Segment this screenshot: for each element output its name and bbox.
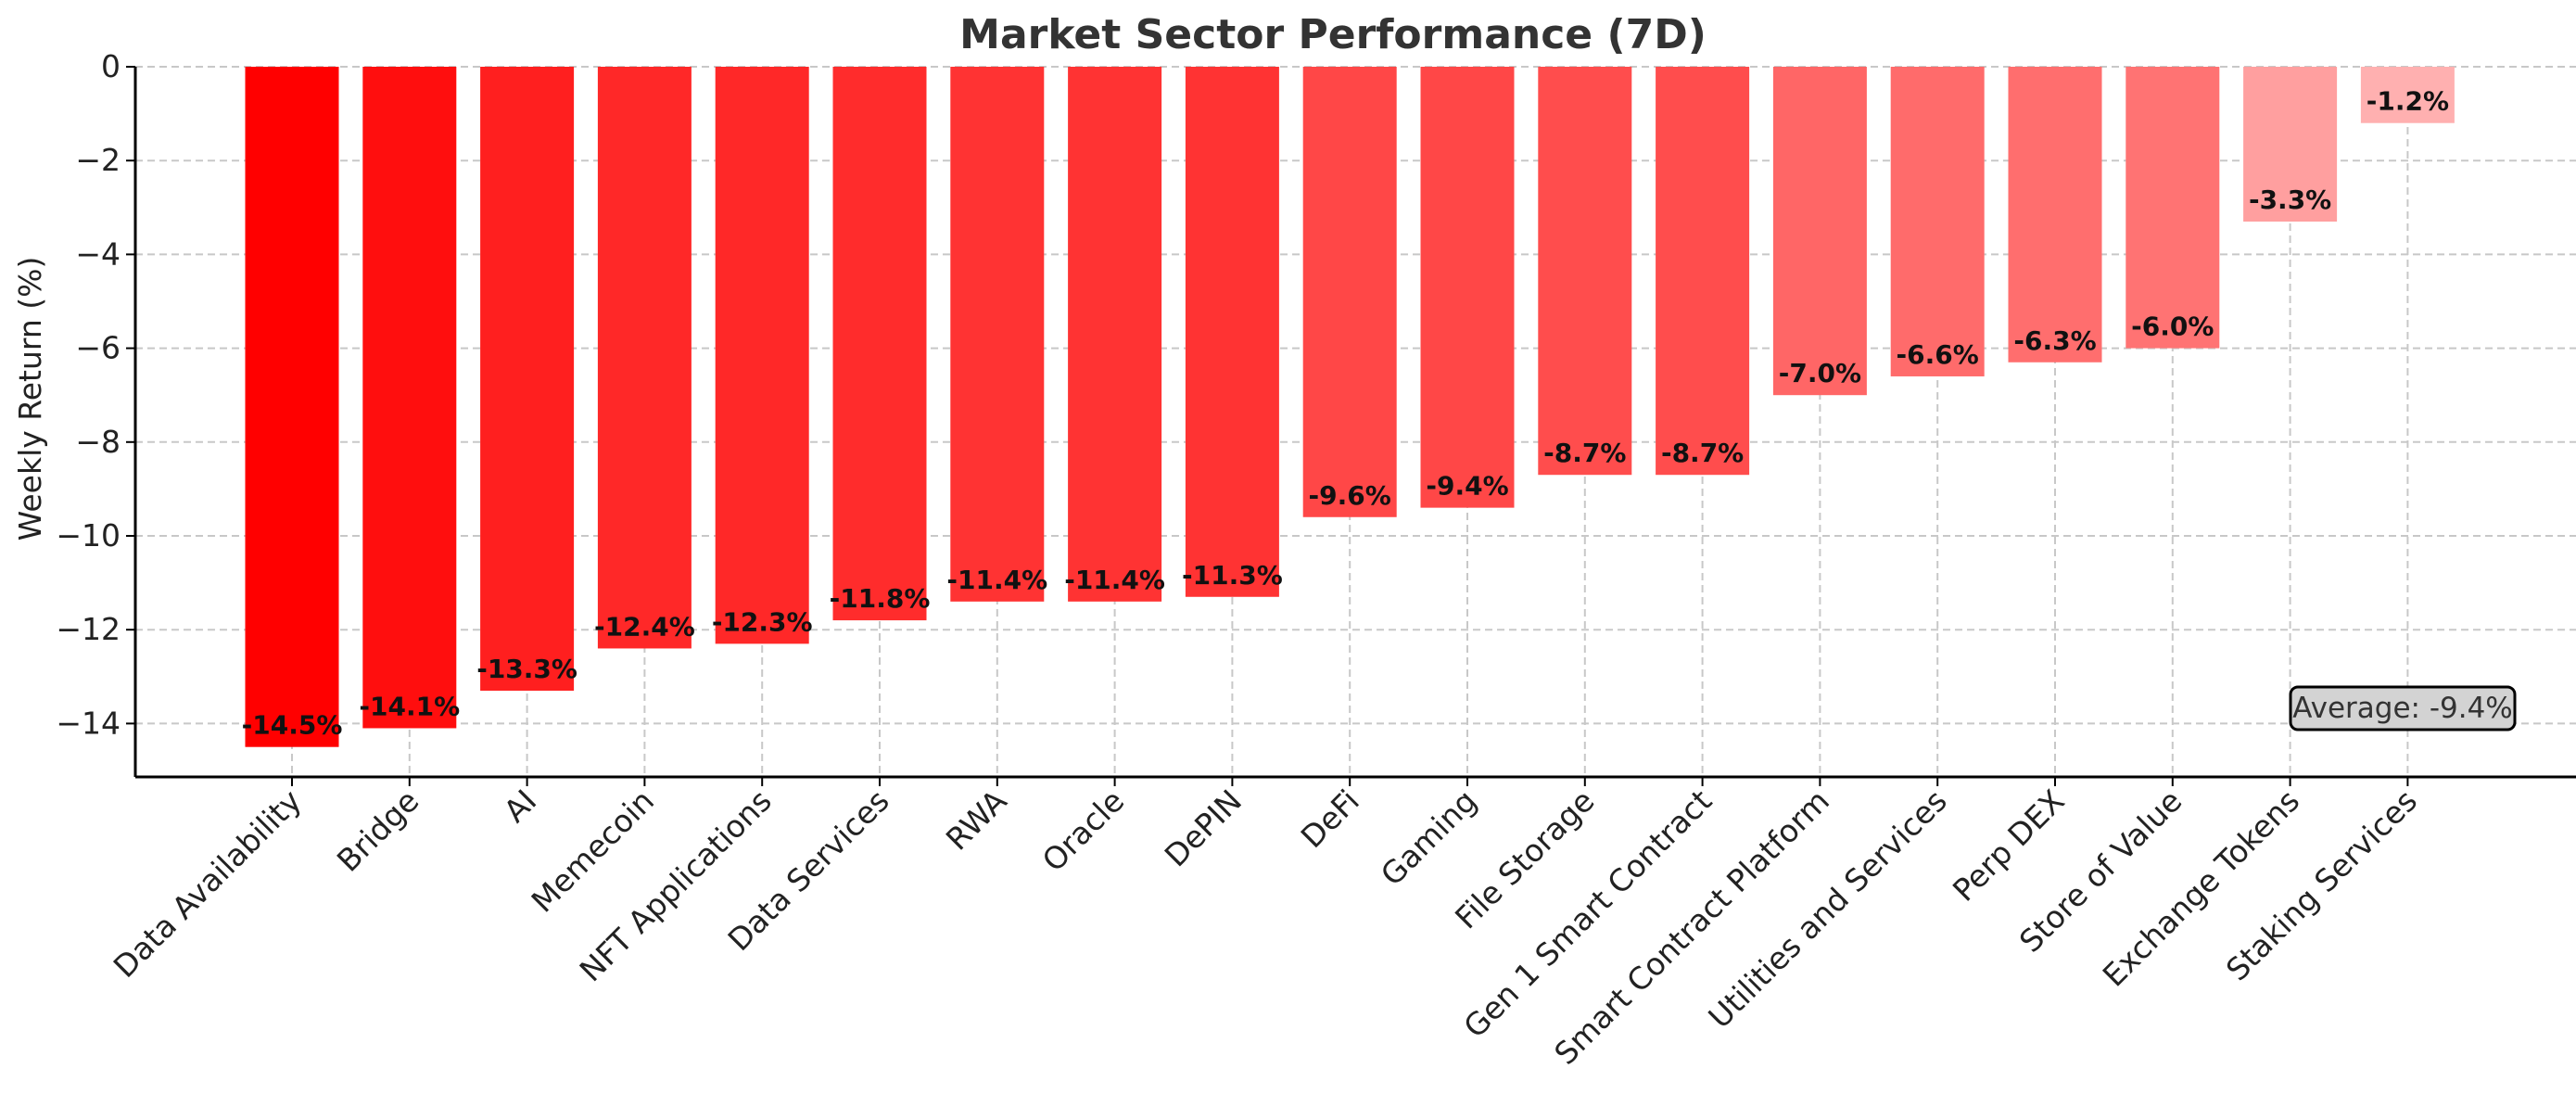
bar-value-label: -11.4% [1064, 565, 1165, 595]
x-tick-label: Exchange Tokens [2096, 782, 2307, 994]
x-tick-label: Utilities and Services [1701, 782, 1954, 1036]
bar [1538, 67, 1632, 476]
y-tick-label: −8 [75, 424, 121, 460]
x-tick-label: AI [497, 782, 543, 829]
bar-value-label: -9.4% [1426, 471, 1508, 502]
bar [2008, 67, 2102, 363]
x-tick-label: Data Availability [107, 782, 309, 985]
bar-value-label: -11.8% [830, 583, 931, 614]
y-tick-label: 0 [101, 48, 121, 84]
bar-value-label: -8.7% [1543, 438, 1626, 468]
bar-value-label: -14.5% [242, 710, 343, 741]
bar [1185, 67, 1279, 597]
x-tick-label: DePIN [1158, 782, 1249, 873]
bar [1068, 67, 1162, 602]
bar [950, 67, 1045, 602]
x-tick-label: Bridge [330, 782, 426, 879]
bar [1656, 67, 1750, 476]
bar-value-label: -8.7% [1661, 438, 1744, 468]
bar-value-label: -13.3% [476, 654, 577, 684]
bar-value-label: -7.0% [1779, 358, 1861, 388]
bar [1420, 67, 1515, 508]
average-annotation-box [2289, 685, 2517, 731]
bar [2126, 67, 2220, 349]
bar [2360, 67, 2455, 123]
x-tick-label: RWA [939, 782, 1014, 858]
bar-value-label: -6.6% [1897, 339, 1979, 370]
bars-layer [245, 67, 2455, 747]
y-axis-label: Weekly Return (%) [12, 257, 48, 541]
bar [362, 67, 457, 729]
bar [2243, 67, 2338, 222]
y-tick-label: −10 [56, 517, 121, 553]
y-tick-label: −4 [75, 235, 121, 272]
bar-value-label: -12.4% [594, 611, 695, 642]
bar-labels-layer: -14.5% -14.1% -13.3% -12.4% -12.3% -11.8% -11.… [242, 86, 2449, 741]
bar-value-label: -12.3% [712, 606, 813, 637]
bar [245, 67, 339, 747]
bar [1302, 67, 1397, 517]
y-tick-label: −6 [75, 330, 121, 366]
average-annotation-text: Average: -9.4% [2292, 692, 2513, 725]
bar-value-label: -11.4% [946, 565, 1047, 595]
x-tick-label: Perp DEX [1946, 782, 2072, 909]
bar [597, 67, 692, 649]
bar [1772, 67, 1867, 396]
average-annotation: Average: -9.4% [2289, 685, 2517, 731]
chart-title: Market Sector Performance (7D) [959, 11, 1707, 58]
bar-value-label: -6.0% [2131, 312, 2214, 342]
y-tick-label: −2 [75, 142, 121, 178]
x-tick-label: Oracle [1035, 782, 1132, 879]
x-tick-label: DeFi [1294, 782, 1366, 855]
bar-value-label: -3.3% [2249, 184, 2331, 215]
bar [832, 67, 927, 621]
bar [1890, 67, 1985, 376]
bar-value-label: -14.1% [359, 691, 460, 721]
y-tick-label: −12 [56, 611, 121, 647]
x-tick-label: Gaming [1374, 782, 1484, 893]
y-tick-label: −14 [56, 705, 121, 741]
bar-value-label: -11.3% [1182, 560, 1283, 591]
bar [715, 67, 809, 644]
bar-value-label: -6.3% [2013, 325, 2096, 356]
bar-value-label: -9.6% [1309, 480, 1391, 511]
bar [480, 67, 575, 691]
bar-value-label: -1.2% [2367, 86, 2449, 117]
